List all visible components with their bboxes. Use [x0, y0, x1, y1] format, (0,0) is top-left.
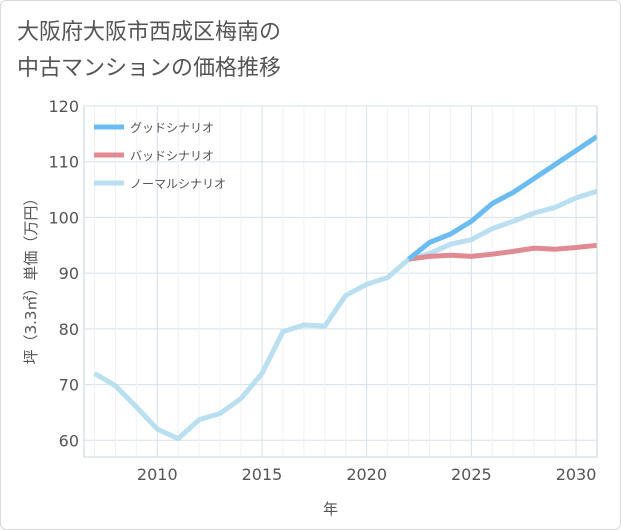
x-tick-label: 2010	[137, 465, 178, 484]
series-line-2	[93, 188, 598, 442]
y-tick-label: 80	[59, 320, 79, 339]
x-tick-label: 2030	[556, 465, 597, 484]
chart-title: 大阪府大阪市西成区梅南の 中古マンションの価格推移	[17, 15, 281, 87]
y-tick-label: 100	[48, 208, 79, 227]
y-tick-label: 120	[48, 97, 79, 116]
series-line-1	[408, 242, 598, 262]
y-tick-label: 90	[59, 264, 79, 283]
plot-area	[83, 105, 598, 458]
y-tick-label: 60	[59, 431, 79, 450]
y-tick-label: 70	[59, 376, 79, 395]
legend-label-0: グッドシナリオ	[130, 121, 214, 135]
chart-title-line2: 中古マンションの価格推移	[17, 56, 282, 81]
chart-title-line1: 大阪府大阪市西成区梅南の	[17, 20, 282, 45]
series-line-0	[407, 134, 599, 262]
x-tick-label: 2015	[242, 465, 283, 484]
legend-label-2: ノーマルシナリオ	[130, 177, 226, 191]
x-tick-label: 2025	[451, 465, 492, 484]
x-axis-label: 年	[323, 500, 338, 518]
y-axis-label: 坪（3.3㎡）単価（万円）	[22, 191, 40, 365]
plot-right-mask	[597, 101, 618, 462]
legend-label-1: バッドシナリオ	[130, 149, 214, 163]
y-tick-label: 110	[48, 153, 79, 172]
x-tick-label: 2020	[346, 465, 387, 484]
